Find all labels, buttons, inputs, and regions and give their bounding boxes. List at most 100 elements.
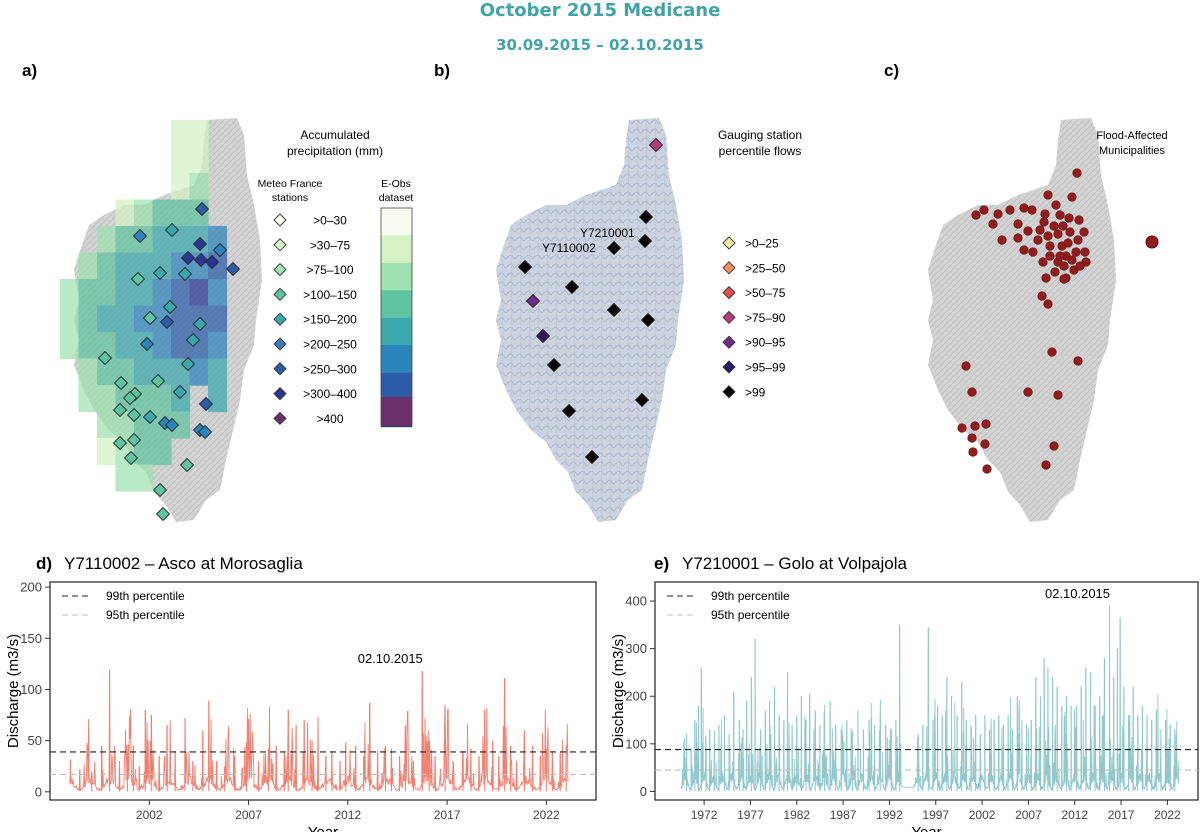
station-marker [185,332,201,348]
flood-dot [1027,205,1037,215]
legend-a-label: >200–250 [303,338,357,352]
eobs-cell [78,332,98,360]
panel-b: b) Y7210001 Y7110002 Gauging station per… [434,61,802,522]
flood-dot [982,464,992,474]
flood-dot [1040,209,1050,219]
panel-c-legend-title-1: Flood-Affected [1096,130,1167,142]
eobs-cell [171,305,191,333]
flood-dot [1055,210,1065,220]
station-marker [177,266,193,282]
x-tick-label: 2017 [434,808,461,822]
station-marker [172,384,188,400]
panel-b-legend-title-2: percentile flows [719,144,802,158]
flood-dot [1039,217,1049,227]
flood-dot [957,423,967,433]
station-marker [180,250,196,266]
gauge-marker [561,403,577,419]
legend-b-diamond [722,236,736,250]
eobs-cell [208,385,228,413]
gauging-stations [517,137,664,465]
flood-dot [971,210,981,220]
station-marker [113,375,129,391]
x-tick-label: 1972 [691,808,718,822]
flood-dot [993,209,1003,219]
flood-dot [1050,267,1060,277]
x-tick-label: 2007 [1015,808,1042,822]
station-marker [179,457,195,473]
flood-dot [1028,247,1038,257]
legend-b-label: >50–75 [745,286,786,300]
station-marker [212,242,228,258]
eobs-cell [208,305,228,333]
eobs-cell [152,438,172,466]
eobs-cell [189,279,209,307]
station-marker [194,201,210,217]
station-marker [197,424,213,440]
eobs-cell [115,332,135,360]
legend-b-diamond [722,310,736,325]
legend-a-diamond [273,213,287,227]
eobs-cell [171,199,191,227]
legend-b-diamond [722,261,736,275]
flood-dot [1041,273,1051,283]
legend-b-label: >99 [745,385,766,399]
eobs-cell [152,332,172,360]
meteo-stations [97,201,241,522]
y-tick-label: 300 [625,641,647,656]
panel-a: a) Accumulated precipitation (mm) Meteo … [22,61,413,522]
y-axis-label: Discharge (m3/s) [610,634,627,748]
legend-a-label: >300–400 [303,387,357,401]
legend-a-diamond [273,262,287,277]
gauge-marker [638,209,654,225]
eobs-cell [134,279,154,307]
flood-dot [1073,356,1083,366]
figure-title: October 2015 Medicane [480,0,721,21]
flood-dot [1038,257,1048,267]
legend-a-diamond [273,312,287,326]
panel-b-label: b) [434,61,450,80]
eobs-cell [152,279,172,307]
flood-dot [1065,227,1075,237]
flood-dot [1051,200,1061,210]
chart-d-title: Y7110002 – Asco at Morosaglia [64,554,303,573]
eobs-cell [189,173,209,201]
legend-a-label: >0–30 [313,214,347,228]
gauge-marker [546,357,562,373]
eobs-header-1: E-Obs [381,178,411,190]
station-marker [164,417,180,433]
flood-dot [1058,221,1068,231]
flood-dot [1053,229,1063,239]
eobs-cell [134,305,154,333]
gauge-marker [525,293,541,309]
gauge-marker [584,449,600,465]
legend-a-diamond [273,337,287,351]
x-tick-label: 1997 [922,808,949,822]
y-tick-label: 150 [20,631,42,646]
station-marker [192,236,208,252]
legend-a-label: >250–300 [303,362,357,376]
station-label-y7110002: Y7110002 [542,241,596,255]
x-tick-label: 1987 [830,808,857,822]
y-tick-label: 0 [35,784,42,799]
station-marker [198,396,214,412]
y-tick-label: 200 [625,689,647,704]
x-tick-label: 2002 [136,808,163,822]
peak-annotation: 02.10.2015 [1045,586,1110,601]
chart-e-panel-label: e) [654,554,669,573]
flood-dot [980,439,990,449]
gauge-marker [634,392,650,408]
legend-a-diamond [273,238,287,252]
flood-dot [979,205,989,215]
flood-legend-dot [1145,235,1159,249]
y-tick-label: 50 [28,733,42,748]
flood-dot [1071,247,1081,257]
legend-a-diamond [273,386,287,401]
chart-d-panel-label: d) [36,554,52,573]
station-marker [159,314,175,330]
eobs-cell [78,358,98,386]
flood-dot [1075,261,1085,271]
x-tick-label: 2022 [533,808,560,822]
eobs-cell [134,438,154,466]
legend-b-label: >95–99 [745,361,786,375]
flood-dot [997,235,1007,245]
